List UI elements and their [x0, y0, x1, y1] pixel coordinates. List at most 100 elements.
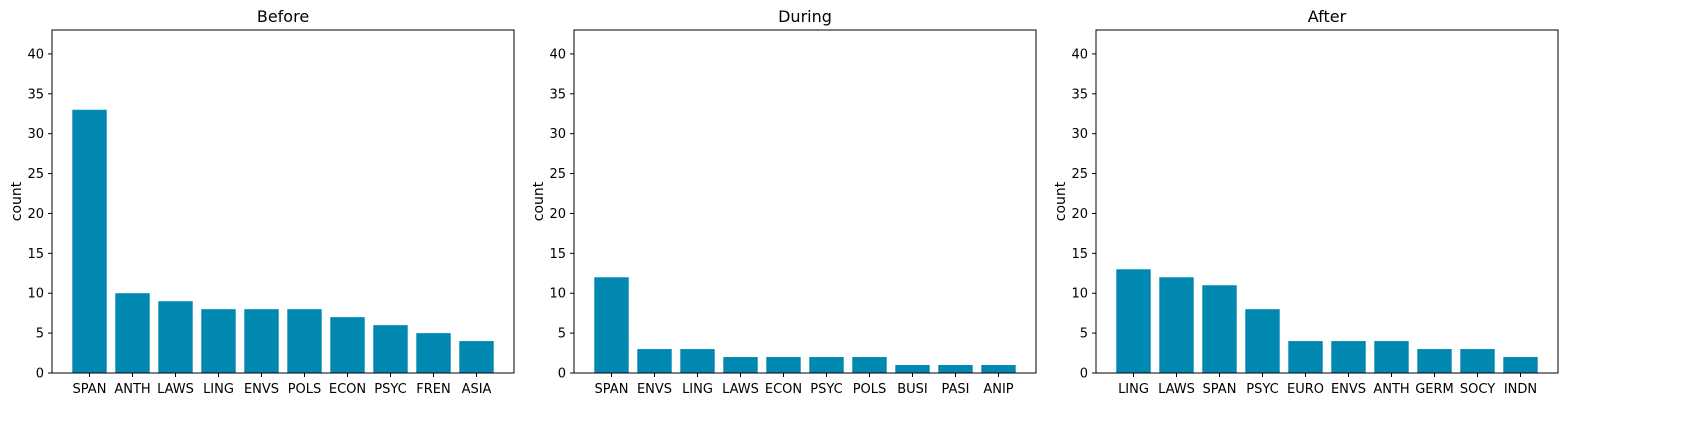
- bar-span: [1202, 285, 1237, 373]
- bar-anth: [115, 293, 150, 373]
- bar-pols: [852, 357, 887, 373]
- tick-group: SPAN ANTH LAWS LING ENVS POLS ECON PSYC FREN ASIA…: [27, 47, 491, 397]
- y-tick-label: 5: [558, 327, 566, 342]
- bar-psyc: [373, 325, 408, 373]
- x-tick-label: PSYC: [810, 382, 842, 397]
- x-tick-label: PASI: [942, 382, 970, 397]
- x-tick-label: SPAN: [1203, 382, 1237, 397]
- x-tick-label: SPAN: [595, 382, 629, 397]
- x-tick-label: LING: [1118, 382, 1149, 397]
- y-axis-label: count: [9, 181, 25, 221]
- x-tick-label: ANTH: [1373, 382, 1409, 397]
- x-tick-label: ASIA: [462, 382, 492, 397]
- x-tick-label: ECON: [765, 382, 802, 397]
- y-tick-label: 25: [549, 167, 566, 182]
- bar-busi: [895, 365, 930, 373]
- x-tick-label: POLS: [288, 382, 322, 397]
- y-tick-label: 20: [549, 207, 566, 222]
- bar-pasi: [938, 365, 973, 373]
- y-tick-label: 40: [1071, 47, 1088, 62]
- x-tick-label: GERM: [1415, 382, 1454, 397]
- chart-panel-after: After count LING LAWS SPAN PSYC EURO ENVS ANTH…: [1053, 7, 1559, 397]
- bar-ling: [680, 349, 715, 373]
- plot-frame: [573, 29, 1037, 374]
- chart-panel-before: Before count SPAN ANTH LAWS LING ENVS POLS ECO…: [9, 7, 515, 397]
- bar-socy: [1460, 349, 1495, 373]
- y-tick-label: 40: [549, 47, 566, 62]
- x-tick-label: INDN: [1504, 382, 1537, 397]
- y-tick-label: 30: [27, 127, 44, 142]
- x-tick-label: SOCY: [1460, 382, 1495, 397]
- chart-panel-during: During count SPAN ENVS LING LAWS ECON PSYC POL…: [531, 7, 1037, 397]
- y-tick-label: 0: [36, 367, 44, 382]
- bar-span: [594, 277, 629, 373]
- bar-laws: [1159, 277, 1194, 373]
- y-tick-label: 10: [1071, 287, 1088, 302]
- bar-group: [72, 109, 494, 374]
- plot-frame: [51, 29, 515, 374]
- y-tick-label: 30: [549, 127, 566, 142]
- bar-anip: [981, 365, 1016, 373]
- x-tick-label: LAWS: [722, 382, 759, 397]
- bar-envs: [244, 309, 279, 373]
- bar-laws: [723, 357, 758, 373]
- x-tick-label: LAWS: [1158, 382, 1195, 397]
- x-tick-label: ENVS: [244, 382, 279, 397]
- bar-pols: [287, 309, 322, 373]
- y-tick-label: 15: [1071, 247, 1088, 262]
- y-tick-label: 20: [27, 207, 44, 222]
- x-tick-label: BUSI: [897, 382, 928, 397]
- x-tick-label: PSYC: [1246, 382, 1278, 397]
- y-tick-label: 35: [27, 87, 44, 102]
- chart-title: Before: [257, 7, 309, 26]
- x-tick-label: LING: [682, 382, 713, 397]
- y-tick-label: 15: [549, 247, 566, 262]
- bar-envs: [1331, 341, 1366, 373]
- bar-asia: [459, 341, 494, 373]
- bar-euro: [1288, 341, 1323, 373]
- bar-envs: [637, 349, 672, 373]
- x-tick-label: EURO: [1287, 382, 1324, 397]
- y-tick-label: 0: [558, 367, 566, 382]
- bar-span: [72, 109, 107, 374]
- y-tick-label: 25: [27, 167, 44, 182]
- y-axis-label: count: [1053, 181, 1069, 221]
- y-tick-label: 40: [27, 47, 44, 62]
- chart-title: During: [778, 7, 832, 26]
- y-tick-label: 5: [36, 327, 44, 342]
- bar-ling: [1116, 269, 1151, 373]
- y-tick-label: 0: [1080, 367, 1088, 382]
- x-tick-label: SPAN: [73, 382, 107, 397]
- x-tick-label: ANIP: [983, 382, 1013, 397]
- x-tick-label: FREN: [416, 382, 450, 397]
- x-tick-label: ANTH: [114, 382, 150, 397]
- y-tick-label: 5: [1080, 327, 1088, 342]
- bar-group: [594, 277, 1016, 373]
- bar-germ: [1417, 349, 1452, 373]
- x-tick-label: PSYC: [374, 382, 406, 397]
- y-tick-label: 25: [1071, 167, 1088, 182]
- tick-group: LING LAWS SPAN PSYC EURO ENVS ANTH GERM SOCY INDN…: [1071, 47, 1537, 397]
- plot-frame: [1095, 29, 1559, 374]
- bar-psyc: [809, 357, 844, 373]
- tick-group: SPAN ENVS LING LAWS ECON PSYC POLS BUSI PASI ANIP…: [549, 47, 1013, 397]
- x-tick-label: LAWS: [157, 382, 194, 397]
- x-tick-label: ENVS: [637, 382, 672, 397]
- y-tick-label: 35: [549, 87, 566, 102]
- x-tick-label: ECON: [329, 382, 366, 397]
- y-tick-label: 30: [1071, 127, 1088, 142]
- x-tick-label: ENVS: [1331, 382, 1366, 397]
- x-tick-label: POLS: [853, 382, 887, 397]
- chart-title: After: [1308, 7, 1347, 26]
- y-tick-label: 35: [1071, 87, 1088, 102]
- bar-econ: [330, 317, 365, 373]
- bar-indn: [1503, 357, 1538, 373]
- bar-ling: [201, 309, 236, 373]
- y-tick-label: 10: [549, 287, 566, 302]
- bar-psyc: [1245, 309, 1280, 373]
- y-tick-label: 15: [27, 247, 44, 262]
- bar-econ: [766, 357, 801, 373]
- bar-anth: [1374, 341, 1409, 373]
- y-tick-label: 10: [27, 287, 44, 302]
